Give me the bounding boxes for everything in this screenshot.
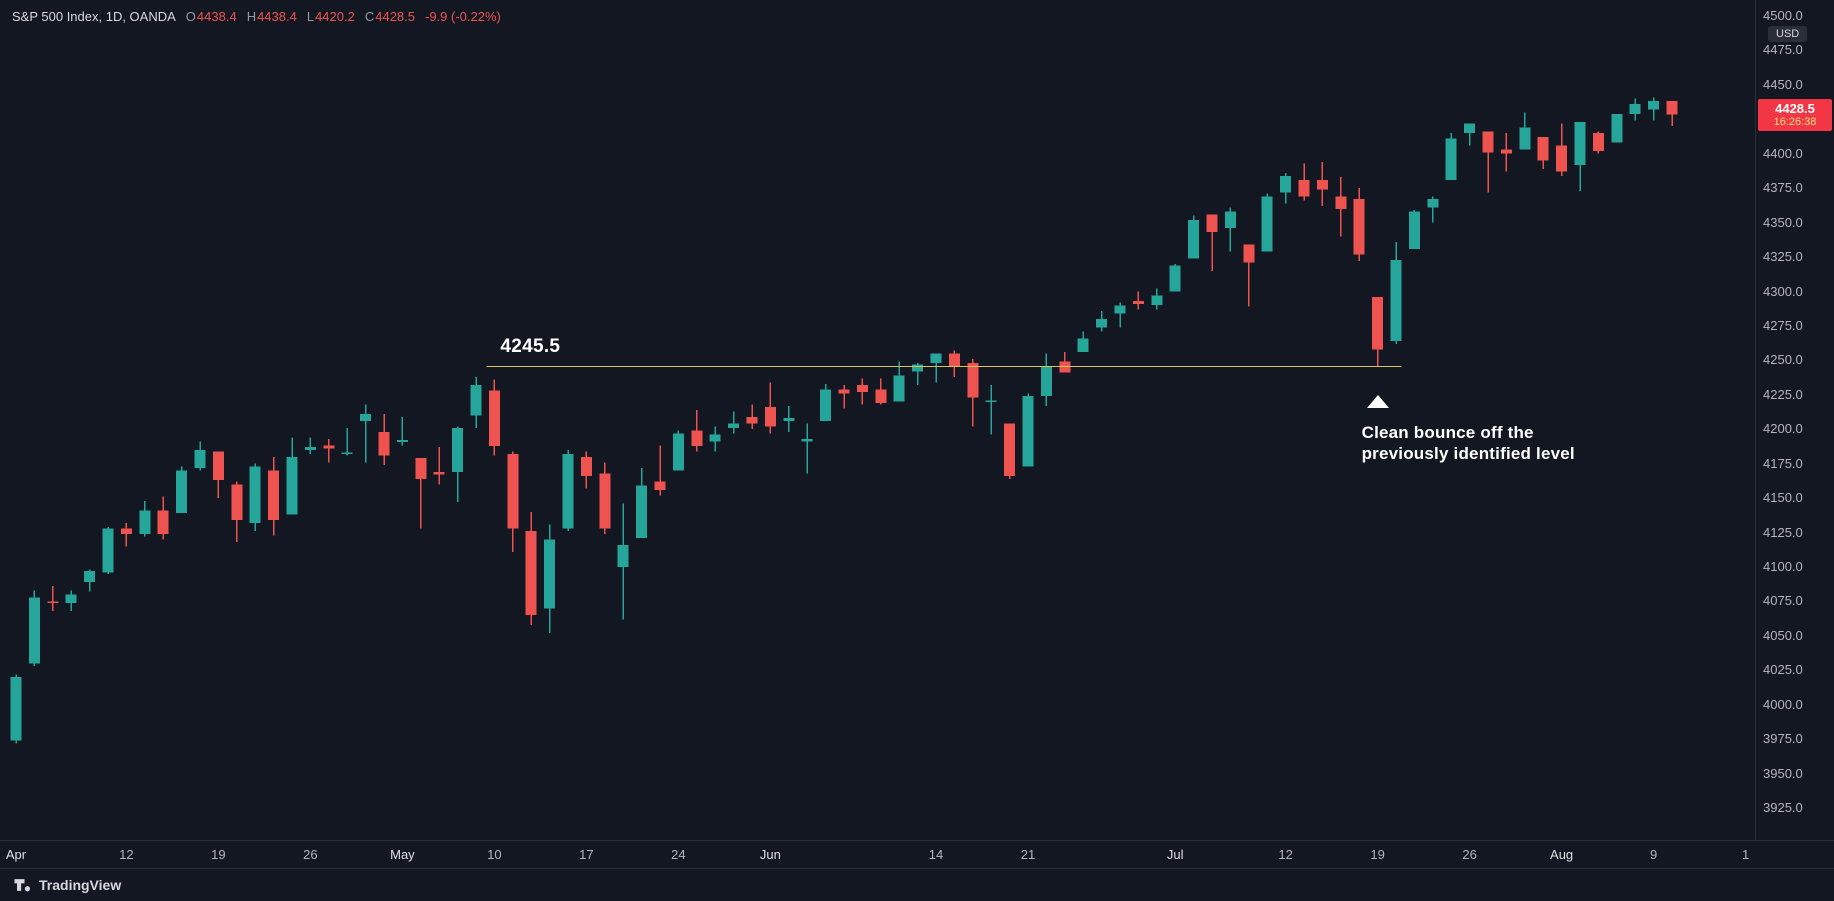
time-tick-label: 19 xyxy=(211,847,226,862)
arrow-up-marker[interactable] xyxy=(1366,394,1389,408)
ohlc-open-value: 4438.4 xyxy=(196,9,237,24)
price-scale[interactable]: 4500.04475.04450.04425.04400.04375.04350… xyxy=(1755,0,1834,868)
time-tick-label: 21 xyxy=(1020,847,1036,862)
price-tick-label: 4325.0 xyxy=(1763,249,1803,264)
price-tick-label: 4125.0 xyxy=(1763,524,1803,540)
time-tick-label: May xyxy=(390,847,415,862)
time-tick-label: 12 xyxy=(119,847,134,862)
price-tick-label: 4225.0 xyxy=(1763,386,1803,402)
price-tick-label: 4400.0 xyxy=(1763,145,1803,161)
price-tick-label: 4175.0 xyxy=(1763,455,1803,471)
symbol-title[interactable]: S&P 500 Index, 1D, OANDA xyxy=(12,9,176,24)
time-scale[interactable]: Apr 12 19 26 May 10 17 24 Jun 14 21 Jul 12 19 26 Aug 9 1 xyxy=(0,840,1834,868)
ohlc-high-value: 4438.4 xyxy=(257,9,297,24)
symbol-legend: S&P 500 Index, 1D, OANDA O 4438.4 H 4438.4… xyxy=(12,9,501,24)
price-tick-label: 3950.0 xyxy=(1763,765,1803,781)
price-tick-label: 4250.0 xyxy=(1763,352,1803,368)
bounce-annotation-line1: Clean bounce off the xyxy=(1361,422,1534,442)
footer-bar: TradingView xyxy=(0,868,1834,901)
ohlc-low-label: L xyxy=(306,9,315,24)
ohlc-open-label: O xyxy=(185,9,196,24)
price-tick-label: 4200.0 xyxy=(1763,421,1803,437)
price-tick-label: 4375.0 xyxy=(1763,180,1803,196)
price-tick-label: 4025.0 xyxy=(1763,662,1803,678)
price-tick-label: 4000.0 xyxy=(1763,696,1803,712)
ohlc-low-value: 4420.2 xyxy=(315,9,355,24)
time-tick-label: 24 xyxy=(671,847,686,862)
price-tick-label: 4150.0 xyxy=(1763,490,1803,506)
ohlc-low-field: L 4420.2 xyxy=(307,9,355,24)
price-tick-label: 4350.0 xyxy=(1763,214,1803,230)
last-price-badge: 4428.5 16:26:38 xyxy=(1758,98,1832,131)
price-tick-label: 4500.0 xyxy=(1763,8,1803,23)
last-price-value: 4428.5 xyxy=(1775,100,1815,116)
ohlc-high-field: H 4438.4 xyxy=(247,9,297,24)
ohlc-open-field: O 4438.4 xyxy=(186,9,237,24)
price-tick-label: 3975.0 xyxy=(1763,731,1803,747)
bounce-annotation[interactable]: Clean bounce off the previously identifi… xyxy=(1362,422,1575,464)
time-tick-label: 12 xyxy=(1278,847,1293,862)
bar-close-countdown: 16:26:38 xyxy=(1773,115,1817,128)
time-tick-label: 14 xyxy=(928,847,944,862)
time-tick-label: 17 xyxy=(579,847,594,862)
time-tick-label: 26 xyxy=(303,847,318,862)
price-tick-label: 4075.0 xyxy=(1763,593,1803,609)
time-tick-label: Jul xyxy=(1166,847,1184,862)
price-tick-label: 4475.0 xyxy=(1763,42,1803,58)
price-tick-label: 4450.0 xyxy=(1763,76,1803,92)
ohlc-high-label: H xyxy=(246,9,257,24)
ohlc-change-value: -9.9 (-0.22%) xyxy=(425,9,501,24)
time-tick-label: Jun xyxy=(759,847,781,862)
candlestick-series xyxy=(10,97,1678,744)
price-tick-label: 4050.0 xyxy=(1763,627,1803,643)
currency-badge[interactable]: USD xyxy=(1768,26,1808,42)
tradingview-logo-text: TradingView xyxy=(39,877,122,893)
time-tick-label: 26 xyxy=(1462,847,1477,862)
tradingview-logo-icon xyxy=(14,879,30,892)
ohlc-close-value: 4428.5 xyxy=(375,9,415,24)
price-tick-label: 4100.0 xyxy=(1763,559,1803,574)
time-tick-label: Apr xyxy=(5,847,27,862)
chart-plot-area[interactable]: 4245.5 Clean bounce off the previously i… xyxy=(0,0,1755,840)
time-tick-label: 1 xyxy=(1741,847,1750,862)
time-tick-label: 19 xyxy=(1370,847,1385,862)
time-tick-label: Aug xyxy=(1550,847,1574,862)
ohlc-close-field: C 4428.5 xyxy=(365,9,415,24)
ohlc-close-label: C xyxy=(364,9,375,24)
time-tick-label: 10 xyxy=(487,847,502,862)
time-tick-label: 9 xyxy=(1649,847,1658,862)
level-price-label: 4245.5 xyxy=(500,335,561,357)
price-tick-label: 3925.0 xyxy=(1763,800,1803,815)
price-tick-label: 4275.0 xyxy=(1763,317,1803,333)
price-tick-label: 4300.0 xyxy=(1763,283,1803,299)
bounce-annotation-line2: previously identified level xyxy=(1361,443,1575,463)
tradingview-logo[interactable]: TradingView xyxy=(12,875,121,895)
